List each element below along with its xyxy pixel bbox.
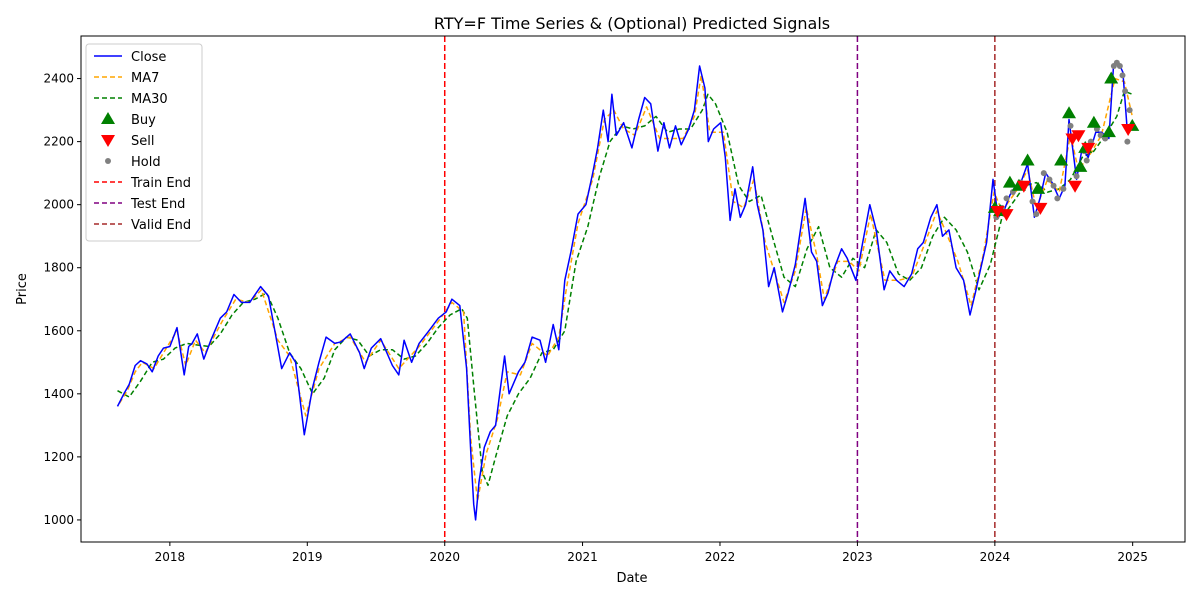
chart-title: RTY=F Time Series & (Optional) Predicted… — [434, 14, 830, 33]
legend-item-valid-end: Valid End — [94, 218, 191, 233]
legend-label: Sell — [131, 134, 154, 149]
hold-signal-point — [1067, 122, 1074, 129]
x-tick-label: 2021 — [567, 550, 598, 564]
x-tick-label: 2022 — [705, 550, 736, 564]
hold-signal-point — [1054, 195, 1061, 202]
buy-signal-marker — [1031, 181, 1046, 194]
hold-signal-point — [1116, 62, 1123, 69]
hold-signal-point — [1124, 138, 1131, 145]
sell-signal-marker — [1033, 202, 1048, 215]
legend-item-test-end: Test End — [94, 197, 185, 212]
y-tick-label: 1800 — [43, 261, 74, 275]
legend-label: Valid End — [131, 218, 191, 233]
y-tick-label: 1000 — [43, 513, 74, 527]
hold-signal-point — [1083, 157, 1090, 164]
x-tick-label: 2019 — [292, 550, 323, 564]
legend-label: Buy — [131, 113, 156, 128]
legend-item-sell: Sell — [101, 134, 154, 149]
buy-signal-marker — [1062, 106, 1077, 119]
legend-swatch — [101, 135, 115, 147]
buy-signal-marker — [1073, 159, 1088, 172]
buy-signal-marker — [1104, 71, 1119, 84]
legend-item-train-end: Train End — [94, 176, 191, 191]
x-axis-title: Date — [616, 571, 647, 586]
buy-signal-marker — [1101, 125, 1116, 138]
buy-signal-marker — [1054, 153, 1069, 166]
legend-item-buy: Buy — [101, 112, 156, 128]
y-tick-label: 1200 — [43, 450, 74, 464]
hold-signal-point — [1126, 107, 1133, 114]
sell-signal-marker — [1068, 180, 1083, 193]
hold-signal-point — [1040, 170, 1047, 177]
y-tick-label: 1600 — [43, 324, 74, 338]
series-line-ma30 — [117, 90, 1133, 487]
legend-label: Close — [131, 50, 166, 65]
legend-label: MA7 — [131, 71, 159, 86]
sell-signal-marker — [990, 205, 1005, 218]
legend-label: Test End — [130, 197, 185, 212]
legend-label: MA30 — [131, 92, 168, 107]
sell-signal-marker — [1081, 142, 1096, 155]
x-tick-label: 2024 — [980, 550, 1011, 564]
legend-swatch — [105, 158, 111, 164]
y-tick-label: 2200 — [43, 135, 74, 149]
hold-signal-point — [1073, 173, 1080, 180]
series-line-close — [116, 62, 1133, 521]
legend: Close MA7 MA30 Buy Sell Hold Train End Test End… — [85, 43, 203, 242]
sell-signal-marker — [1016, 180, 1031, 193]
buy-signal-marker — [1086, 115, 1101, 128]
sell-signal-marker — [999, 209, 1014, 222]
x-tick-label: 2020 — [429, 550, 460, 564]
hold-signal-point — [1119, 72, 1126, 79]
legend-box — [85, 43, 203, 242]
legend-item-hold: Hold — [105, 155, 161, 170]
legend-swatch — [101, 112, 115, 124]
hold-signal-point — [1003, 195, 1010, 202]
sell-signal-marker — [1121, 124, 1136, 137]
y-tick-label: 2400 — [43, 72, 74, 86]
plot-frame — [80, 35, 1186, 543]
y-axis-title: Price — [15, 273, 30, 305]
legend-item-ma7: MA7 — [94, 71, 159, 86]
sell-signal-marker — [1071, 130, 1086, 143]
x-tick-label: 2018 — [155, 550, 186, 564]
buy-signal-marker — [1020, 153, 1035, 166]
legend-item-ma30: MA30 — [94, 92, 168, 107]
y-tick-label: 1400 — [43, 387, 74, 401]
x-tick-label: 2023 — [842, 550, 873, 564]
buy-signal-marker — [1002, 175, 1017, 188]
hold-signal-point — [1060, 185, 1067, 192]
hold-signal-point — [1050, 182, 1057, 189]
hold-signal-point — [1033, 211, 1040, 218]
legend-label: Hold — [131, 155, 161, 170]
legend-label: Train End — [130, 176, 191, 191]
legend-item-close: Close — [94, 50, 166, 65]
hold-signal-point — [1046, 176, 1053, 183]
hold-signal-point — [1122, 88, 1129, 95]
x-tick-label: 2025 — [1117, 550, 1148, 564]
y-tick-label: 2000 — [43, 198, 74, 212]
